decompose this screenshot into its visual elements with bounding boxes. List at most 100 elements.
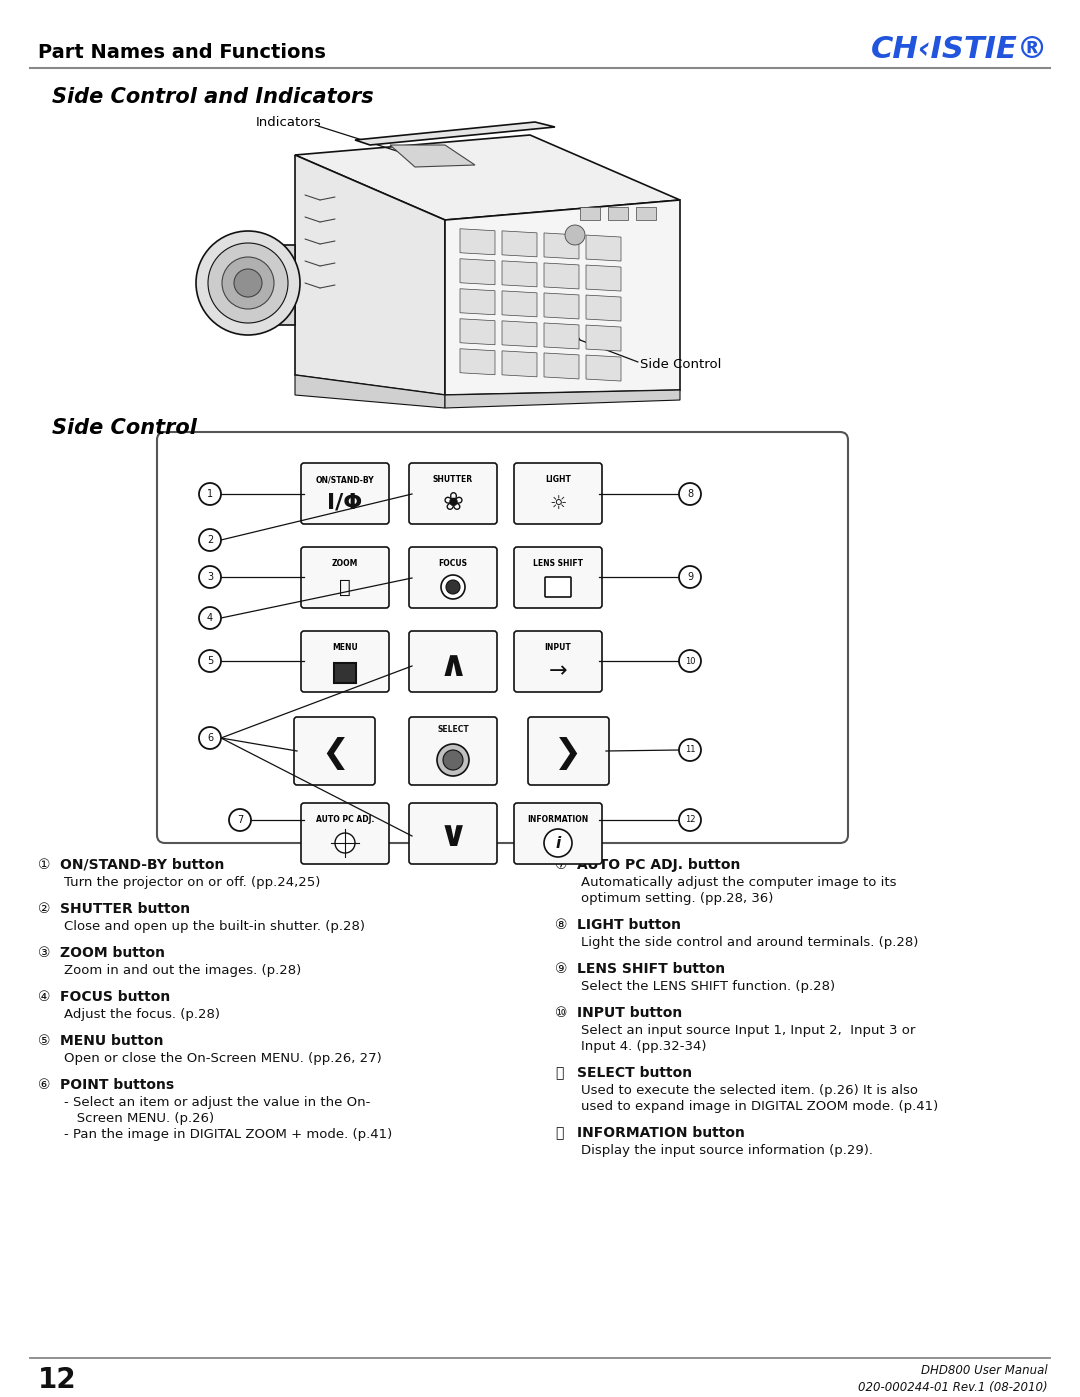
Polygon shape bbox=[445, 200, 680, 395]
Circle shape bbox=[437, 745, 469, 775]
Text: SHUTTER: SHUTTER bbox=[433, 475, 473, 485]
Circle shape bbox=[229, 809, 251, 831]
Text: used to expand image in DIGITAL ZOOM mode. (p.41): used to expand image in DIGITAL ZOOM mod… bbox=[581, 1099, 939, 1113]
Text: DHD800 User Manual: DHD800 User Manual bbox=[921, 1363, 1048, 1376]
Polygon shape bbox=[460, 289, 495, 314]
FancyBboxPatch shape bbox=[301, 803, 389, 863]
FancyBboxPatch shape bbox=[301, 462, 389, 524]
Text: 2: 2 bbox=[207, 535, 213, 545]
Text: Side Control: Side Control bbox=[52, 418, 197, 439]
Text: Select an input source Input 1, Input 2,  Input 3 or: Select an input source Input 1, Input 2,… bbox=[581, 1024, 916, 1037]
Text: 4: 4 bbox=[207, 613, 213, 623]
Circle shape bbox=[679, 483, 701, 504]
Text: optimum setting. (pp.28, 36): optimum setting. (pp.28, 36) bbox=[581, 893, 773, 905]
Text: ⑦: ⑦ bbox=[555, 858, 567, 872]
Text: CH‹ISTIE®: CH‹ISTIE® bbox=[870, 35, 1048, 64]
Text: I/Φ: I/Φ bbox=[327, 493, 363, 513]
Circle shape bbox=[679, 566, 701, 588]
Text: POINT buttons: POINT buttons bbox=[60, 1078, 174, 1092]
Text: INFORMATION: INFORMATION bbox=[527, 816, 589, 824]
FancyBboxPatch shape bbox=[514, 631, 602, 692]
Text: ⑩: ⑩ bbox=[555, 1006, 567, 1020]
Text: 11: 11 bbox=[685, 746, 696, 754]
Text: Screen MENU. (p.26): Screen MENU. (p.26) bbox=[64, 1112, 214, 1125]
FancyBboxPatch shape bbox=[409, 631, 497, 692]
Circle shape bbox=[335, 833, 355, 854]
Text: ④: ④ bbox=[38, 990, 51, 1004]
Text: ❀: ❀ bbox=[443, 490, 463, 515]
Polygon shape bbox=[502, 261, 537, 286]
Polygon shape bbox=[544, 233, 579, 258]
Text: Part Names and Functions: Part Names and Functions bbox=[38, 42, 326, 61]
Text: ∨: ∨ bbox=[438, 819, 468, 854]
Polygon shape bbox=[586, 295, 621, 321]
Circle shape bbox=[679, 650, 701, 672]
Text: Open or close the On-Screen MENU. (pp.26, 27): Open or close the On-Screen MENU. (pp.26… bbox=[64, 1052, 381, 1065]
Polygon shape bbox=[295, 374, 445, 408]
Polygon shape bbox=[544, 293, 579, 319]
Text: ⑧: ⑧ bbox=[555, 918, 567, 932]
Text: Turn the projector on or off. (pp.24,25): Turn the projector on or off. (pp.24,25) bbox=[64, 876, 321, 888]
Polygon shape bbox=[460, 229, 495, 254]
Text: LENS SHIFT: LENS SHIFT bbox=[534, 559, 583, 569]
FancyBboxPatch shape bbox=[545, 577, 571, 597]
Polygon shape bbox=[608, 207, 627, 219]
Text: i: i bbox=[555, 835, 561, 851]
Polygon shape bbox=[295, 155, 445, 395]
Polygon shape bbox=[502, 351, 537, 377]
Polygon shape bbox=[586, 355, 621, 381]
Circle shape bbox=[234, 270, 262, 298]
FancyBboxPatch shape bbox=[409, 462, 497, 524]
Polygon shape bbox=[460, 258, 495, 285]
Polygon shape bbox=[295, 136, 680, 219]
Circle shape bbox=[199, 726, 221, 749]
Text: MENU button: MENU button bbox=[60, 1034, 163, 1048]
FancyBboxPatch shape bbox=[514, 548, 602, 608]
Text: Display the input source information (p.29).: Display the input source information (p.… bbox=[581, 1144, 873, 1157]
Text: Light the side control and around terminals. (p.28): Light the side control and around termin… bbox=[581, 936, 918, 949]
Text: ⑥: ⑥ bbox=[38, 1078, 51, 1092]
Text: - Select an item or adjust the value in the On-: - Select an item or adjust the value in … bbox=[64, 1097, 370, 1109]
Text: - Pan the image in DIGITAL ZOOM + mode. (p.41): - Pan the image in DIGITAL ZOOM + mode. … bbox=[64, 1127, 392, 1141]
Text: ❯: ❯ bbox=[554, 736, 582, 770]
Circle shape bbox=[208, 243, 288, 323]
FancyBboxPatch shape bbox=[528, 717, 609, 785]
Circle shape bbox=[199, 529, 221, 550]
Text: INPUT: INPUT bbox=[544, 643, 571, 652]
Text: MENU: MENU bbox=[333, 643, 357, 652]
Text: Side Control: Side Control bbox=[640, 359, 721, 372]
Text: Zoom in and out the images. (p.28): Zoom in and out the images. (p.28) bbox=[64, 964, 301, 977]
Polygon shape bbox=[544, 323, 579, 349]
Text: ⑪: ⑪ bbox=[555, 1066, 564, 1080]
Text: ❮: ❮ bbox=[321, 736, 349, 770]
Polygon shape bbox=[636, 207, 656, 219]
Text: Automatically adjust the computer image to its: Automatically adjust the computer image … bbox=[581, 876, 896, 888]
Text: →: → bbox=[549, 661, 567, 680]
Polygon shape bbox=[586, 235, 621, 261]
FancyBboxPatch shape bbox=[514, 803, 602, 863]
Text: Used to execute the selected item. (p.26) It is also: Used to execute the selected item. (p.26… bbox=[581, 1084, 918, 1097]
Text: 5: 5 bbox=[207, 657, 213, 666]
Circle shape bbox=[679, 739, 701, 761]
Text: ZOOM: ZOOM bbox=[332, 559, 359, 569]
Text: ⑫: ⑫ bbox=[555, 1126, 564, 1140]
Polygon shape bbox=[580, 207, 600, 219]
Circle shape bbox=[199, 650, 221, 672]
Text: ☼: ☼ bbox=[550, 493, 567, 513]
Circle shape bbox=[199, 608, 221, 629]
Text: Indicators: Indicators bbox=[256, 116, 322, 129]
Polygon shape bbox=[502, 291, 537, 317]
Text: 9: 9 bbox=[687, 571, 693, 583]
Circle shape bbox=[199, 483, 221, 504]
Polygon shape bbox=[355, 122, 555, 145]
Circle shape bbox=[199, 566, 221, 588]
FancyBboxPatch shape bbox=[157, 432, 848, 842]
Text: AUTO PC ADJ.: AUTO PC ADJ. bbox=[315, 816, 374, 824]
FancyBboxPatch shape bbox=[334, 664, 356, 683]
Text: SELECT: SELECT bbox=[437, 725, 469, 735]
FancyBboxPatch shape bbox=[409, 548, 497, 608]
Text: INFORMATION button: INFORMATION button bbox=[577, 1126, 745, 1140]
FancyBboxPatch shape bbox=[301, 548, 389, 608]
Polygon shape bbox=[544, 263, 579, 289]
Circle shape bbox=[544, 828, 572, 856]
